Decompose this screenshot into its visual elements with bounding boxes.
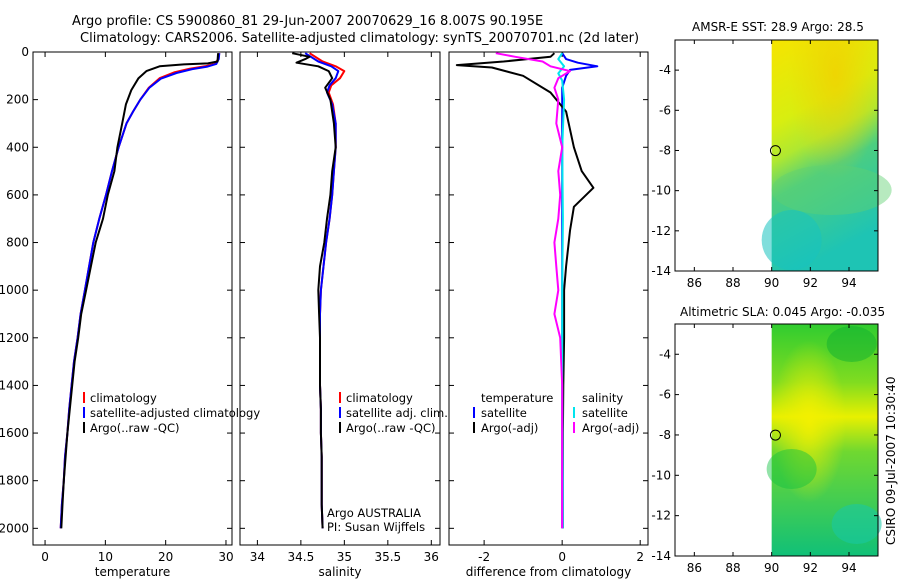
series-line-temperature-satellite xyxy=(561,52,599,529)
y-tick-label: 1000 xyxy=(0,283,29,297)
x-tick-label: 88 xyxy=(725,276,740,290)
x-tick-label: 88 xyxy=(725,561,740,575)
x-tick-label: 86 xyxy=(687,276,702,290)
map-frame xyxy=(674,323,879,557)
y-tick-label: -6 xyxy=(659,103,671,117)
y-tick-label: -8 xyxy=(659,143,671,157)
sst-map-title: AMSR-E SST: 28.9 Argo: 28.5 xyxy=(692,20,864,34)
plot-frame xyxy=(239,51,441,546)
y-tick-label: 1200 xyxy=(0,331,29,345)
map-blob xyxy=(761,210,822,270)
y-tick-label: 1400 xyxy=(0,378,29,392)
y-tick-label: -12 xyxy=(651,224,671,238)
figure-title-line1: Argo profile: CS 5900860_81 29-Jun-2007 … xyxy=(72,14,543,29)
legend-label-satellite: satellite-adjusted climatology xyxy=(90,406,260,420)
x-tick-label: 30 xyxy=(218,550,233,564)
map-frame xyxy=(674,39,879,272)
legend-label-argo: Argo(..raw -QC) xyxy=(346,421,436,435)
y-tick-label: 1800 xyxy=(0,474,29,488)
x-tick-label: 34 xyxy=(250,550,265,564)
temperature-panel: 0 10 20 30 temperature 0 200 400 600 800 1000 1200 1… xyxy=(0,45,234,579)
sst-map-panel: AMSR-E SST: 28.9 Argo: 28.5 86 88 90 92 94 -4… xyxy=(651,20,892,290)
legend-label-temp-satellite: satellite xyxy=(481,406,527,420)
difference-panel: -2 0 2 difference from climatology xyxy=(448,51,649,579)
x-axis-label: salinity xyxy=(318,565,361,579)
legend-label-sal-argo: Argo(-adj) xyxy=(582,421,639,435)
y-tick-label: -4 xyxy=(659,63,671,77)
x-tick-label: 86 xyxy=(687,561,702,575)
y-tick-label: -10 xyxy=(651,184,671,198)
series-line-satellite-adjusted-climatology xyxy=(59,53,221,529)
argo-position-marker xyxy=(769,429,781,441)
y-tick-label: 800 xyxy=(6,236,29,250)
x-tick-label: 94 xyxy=(841,561,856,575)
x-axis-label: temperature xyxy=(95,565,170,579)
map-blob xyxy=(826,326,877,362)
series-line-temperature-argo-adj- xyxy=(455,52,595,529)
y-tick-label: 0 xyxy=(21,45,29,59)
x-tick-label: 34.5 xyxy=(288,550,315,564)
y-tick-label: -14 xyxy=(651,549,671,563)
x-tick-label: 90 xyxy=(764,276,779,290)
x-tick-label: 36 xyxy=(424,550,439,564)
y-tick-label: 2000 xyxy=(0,521,29,535)
map-blob xyxy=(831,504,882,544)
x-tick-label: 20 xyxy=(158,550,173,564)
y-tick-label: 400 xyxy=(6,140,29,154)
map-blob xyxy=(771,165,892,215)
x-tick-label: 0 xyxy=(41,550,49,564)
series-line-argo-raw-qc- xyxy=(291,52,337,529)
y-tick-label: -14 xyxy=(651,264,671,278)
salinity-legend: climatology satellite adj. clim. Argo(..… xyxy=(327,391,448,534)
x-tick-label: 94 xyxy=(841,276,856,290)
series-line-argo-raw-qc- xyxy=(60,53,220,529)
annotation-argo-australia: Argo AUSTRALIA xyxy=(327,506,421,520)
sla-map-panel: Altimetric SLA: 0.045 Argo: -0.035 86 88 9… xyxy=(651,305,885,575)
plot-frame xyxy=(448,51,649,546)
series-line-salinity-argo-adj- xyxy=(495,52,571,529)
salinity-panel: 34 34.5 35 35.5 36 salinity xyxy=(239,51,441,579)
y-tick-label: -8 xyxy=(659,428,671,442)
x-tick-label: 92 xyxy=(803,561,818,575)
y-tick-label: -12 xyxy=(651,509,671,523)
legend-label-argo: Argo(..raw -QC) xyxy=(90,421,180,435)
legend-header-salinity: salinity xyxy=(582,391,623,405)
map-blob xyxy=(766,449,817,489)
x-tick-label: 35.5 xyxy=(374,550,401,564)
figure-title-line2: Climatology: CARS2006. Satellite-adjuste… xyxy=(80,31,639,46)
x-tick-label: 0 xyxy=(558,550,566,564)
annotation-pi: PI: Susan Wijffels xyxy=(327,520,425,534)
x-axis-label: difference from climatology xyxy=(466,565,632,579)
temperature-legend: climatology satellite-adjusted climatolo… xyxy=(83,391,260,435)
y-tick-label: -4 xyxy=(659,347,671,361)
legend-header-temperature: temperature xyxy=(481,391,553,405)
y-tick-label: 200 xyxy=(6,93,29,107)
side-timestamp-label: CSIRO 09-Jul-2007 10:30:40 xyxy=(884,377,898,545)
x-tick-label: 90 xyxy=(764,561,779,575)
legend-label-climatology: climatology xyxy=(90,391,157,405)
x-tick-label: 35 xyxy=(337,550,352,564)
legend-label-climatology: climatology xyxy=(346,391,413,405)
y-tick-label: -6 xyxy=(659,388,671,402)
y-tick-label: -10 xyxy=(651,468,671,482)
x-tick-label: 92 xyxy=(803,276,818,290)
legend-label-temp-argo: Argo(-adj) xyxy=(481,421,538,435)
y-tick-label: 600 xyxy=(6,188,29,202)
legend-label-sal-satellite: satellite xyxy=(582,406,628,420)
sla-map-title: Altimetric SLA: 0.045 Argo: -0.035 xyxy=(680,305,885,319)
plot-frame xyxy=(32,51,233,546)
x-tick-label: -2 xyxy=(478,550,490,564)
legend-label-satellite: satellite adj. clim. xyxy=(346,406,448,420)
x-tick-label: 2 xyxy=(636,550,644,564)
argo-position-marker xyxy=(769,145,781,157)
x-tick-label: 10 xyxy=(98,550,113,564)
series-line-climatology xyxy=(309,52,346,529)
difference-legend: temperature salinity satellite Argo(-adj… xyxy=(473,391,639,435)
y-tick-label: 1600 xyxy=(0,426,29,440)
